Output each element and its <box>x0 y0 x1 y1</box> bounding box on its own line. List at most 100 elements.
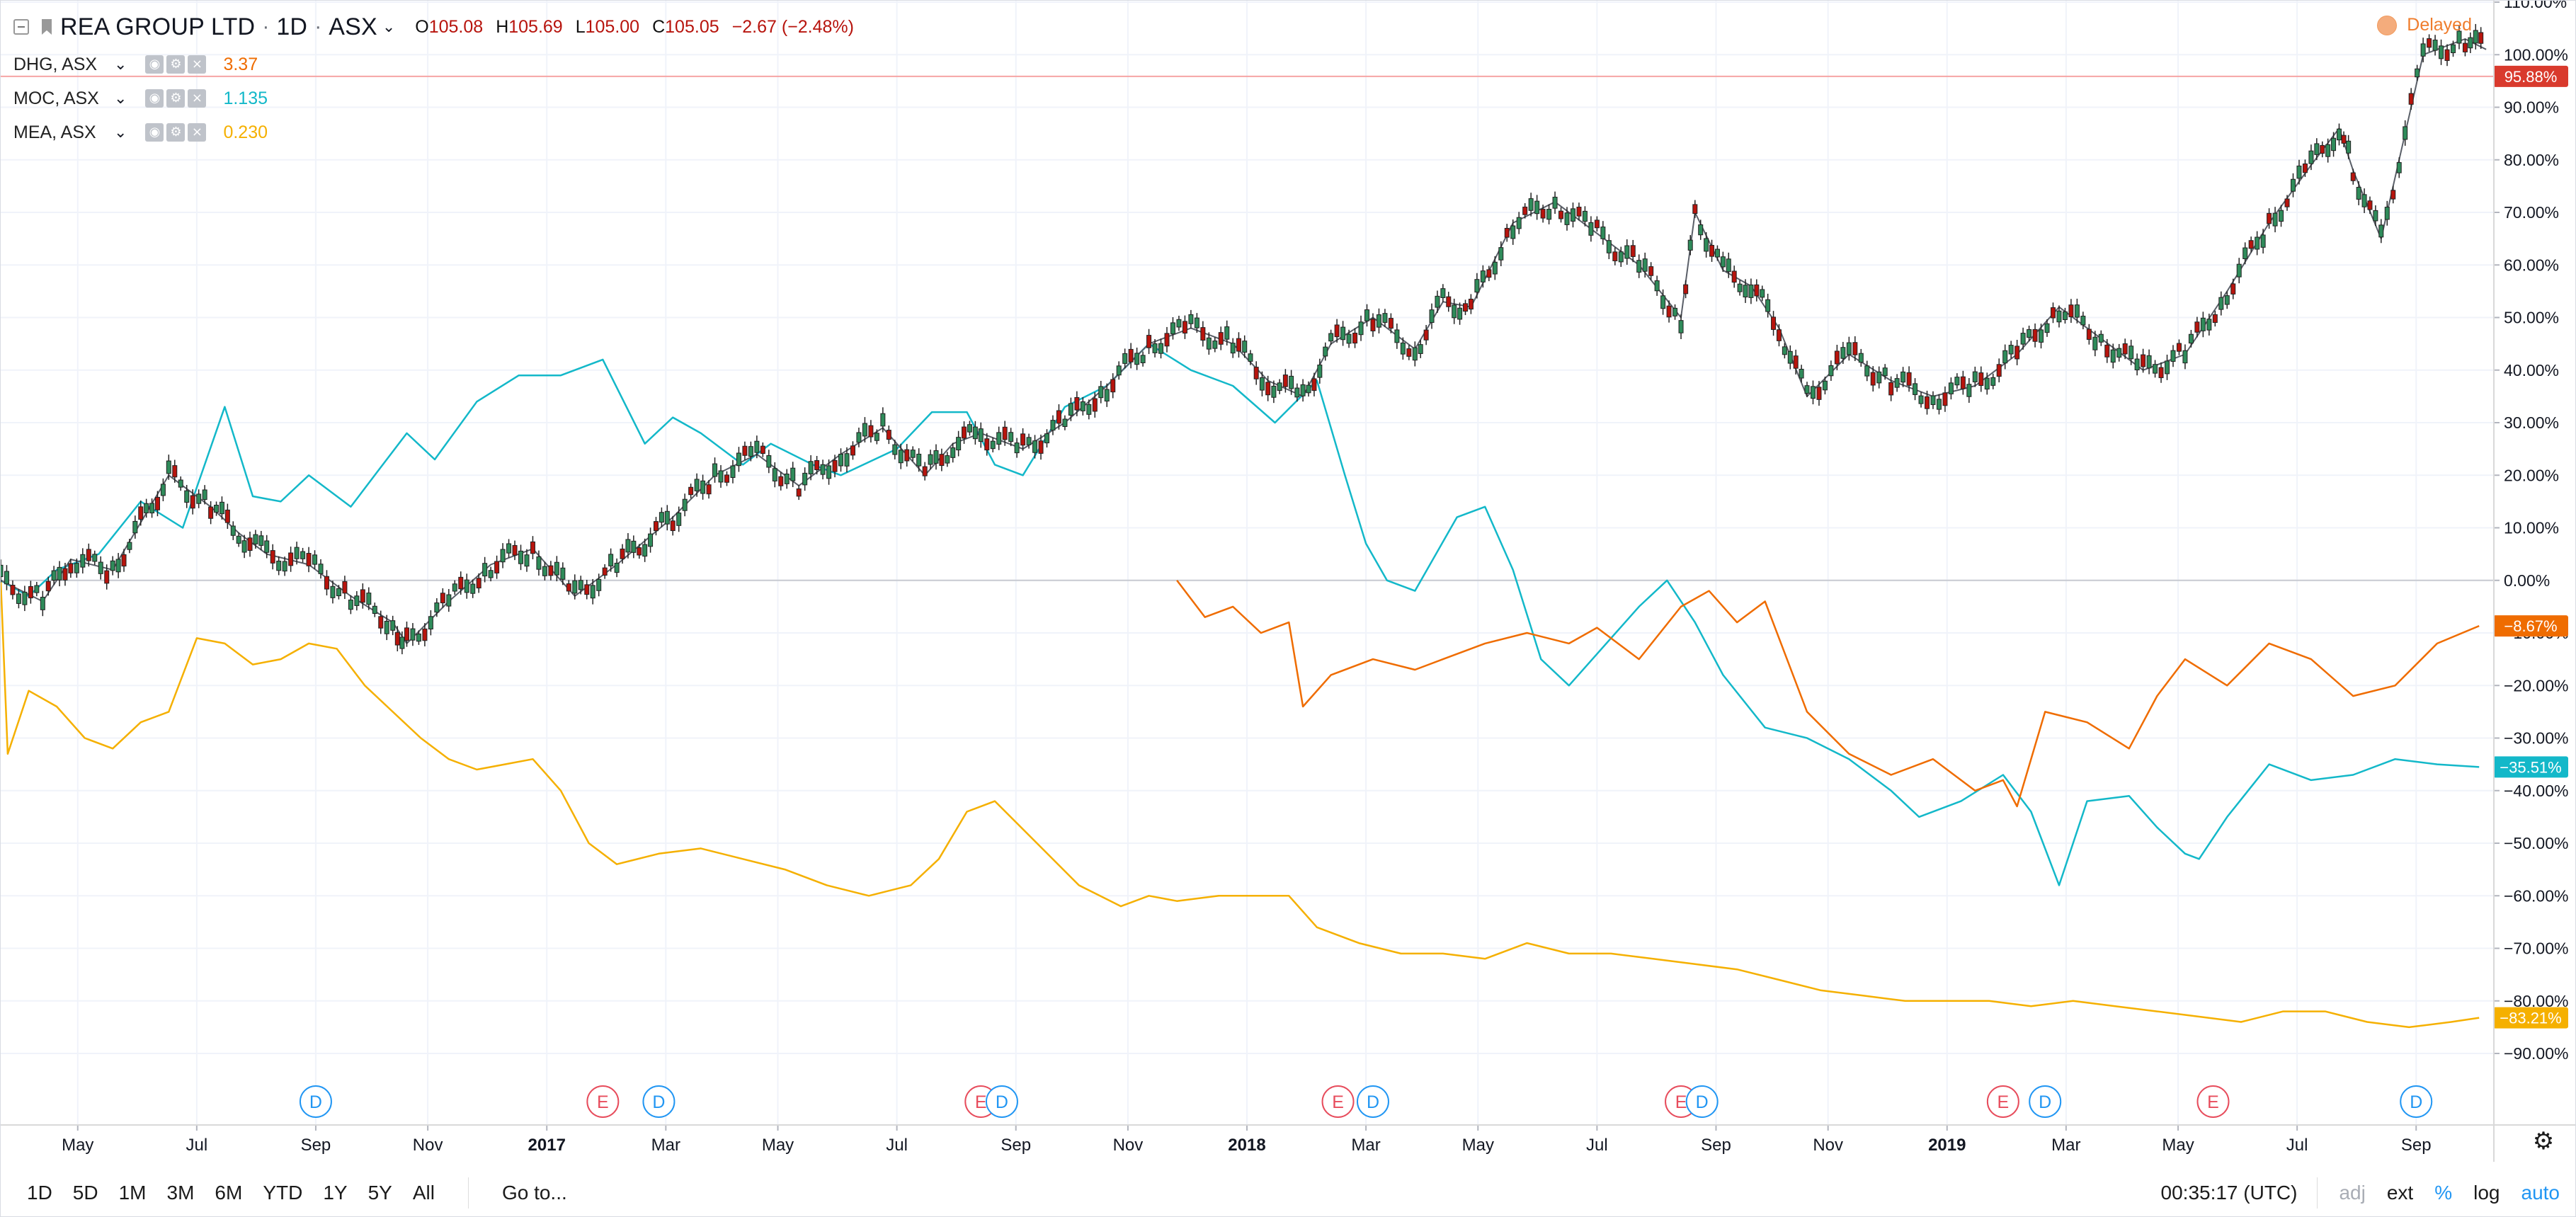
rea-candle-body <box>2432 40 2438 51</box>
y-axis-label: −80.00% <box>2504 992 2568 1010</box>
compare-symbol-label[interactable]: DHG, ASX <box>13 55 98 74</box>
range-button-5y[interactable]: 5Y <box>367 1182 392 1204</box>
x-axis-label: Mar <box>1351 1136 1380 1155</box>
chevron-down-icon[interactable]: ⌄ <box>114 89 127 107</box>
rea-candle-body <box>1624 245 1630 259</box>
rea-candle-body <box>1423 329 1429 341</box>
range-button-1m[interactable]: 1M <box>118 1182 147 1204</box>
range-button-6m[interactable]: 6M <box>215 1182 243 1204</box>
exchange-label[interactable]: ASX <box>329 13 377 40</box>
rea-candle-body <box>1804 385 1810 394</box>
y-axis-label: −90.00% <box>2504 1044 2568 1063</box>
rea-candle-body <box>1110 379 1116 393</box>
rea-candle-body <box>620 548 625 559</box>
rea-candle-body <box>1954 377 1960 386</box>
rea-candle-body <box>2320 144 2325 154</box>
compare-value: 3.37 <box>223 55 258 74</box>
y-axis-label: −50.00% <box>2504 834 2568 852</box>
ext-toggle[interactable]: ext <box>2386 1182 2414 1204</box>
rea-candle-body <box>1558 210 1564 219</box>
compare-symbol-label[interactable]: MEA, ASX <box>13 122 96 142</box>
log-scale-toggle[interactable]: log <box>2473 1182 2500 1204</box>
close-icon[interactable]: × <box>188 123 207 142</box>
go-to-button[interactable]: Go to... <box>501 1182 567 1204</box>
gear-icon[interactable]: ⚙ <box>166 123 186 142</box>
range-button-1y[interactable]: 1Y <box>323 1182 348 1204</box>
eye-icon[interactable]: ◉ <box>145 89 164 108</box>
y-axis-label: −30.00% <box>2504 729 2568 748</box>
rea-candle-body <box>360 589 365 603</box>
range-button-all[interactable]: All <box>412 1182 435 1204</box>
rea-candle-body <box>2248 240 2254 249</box>
x-axis-label: 2017 <box>528 1136 566 1155</box>
rea-candle-body <box>990 440 996 450</box>
rea-candle-body <box>1576 206 1582 217</box>
collapse-legend-icon[interactable] <box>13 19 29 35</box>
rea-candle-body <box>342 581 348 594</box>
range-button-3m[interactable]: 3M <box>166 1182 195 1204</box>
rea-candle-body <box>264 540 270 553</box>
rea-candle-body <box>1446 296 1452 307</box>
rea-candle-body <box>399 636 405 649</box>
rea-candle-body <box>1271 385 1277 398</box>
rea-candle-body <box>760 445 765 455</box>
settings-gear-icon[interactable]: ⚙ <box>2532 1128 2555 1155</box>
rea-candle-body <box>2032 328 2038 342</box>
rea-candle-body <box>166 460 171 474</box>
eye-icon[interactable]: ◉ <box>145 55 164 74</box>
rea-candle-body <box>1600 227 1606 239</box>
gear-icon[interactable]: ⚙ <box>166 89 186 108</box>
rea-candle-body <box>160 484 166 496</box>
rea-candle-body <box>754 440 760 453</box>
y-axis-label: 90.00% <box>2504 98 2559 117</box>
close-icon[interactable]: × <box>188 55 207 74</box>
rea-candle-body <box>2336 128 2342 141</box>
range-button-ytd[interactable]: YTD <box>263 1182 303 1204</box>
rea-candle-body <box>2255 236 2260 250</box>
rea-candle-body <box>542 566 547 576</box>
rea-candle-body <box>1300 384 1306 396</box>
y-axis-label: 60.00% <box>2504 256 2559 274</box>
adj-toggle[interactable]: adj <box>2339 1182 2366 1204</box>
rea-candle-body <box>440 593 445 604</box>
rea-candle-body <box>446 594 452 607</box>
time-display[interactable]: 00:35:17 (UTC) <box>2160 1182 2298 1204</box>
symbol-title[interactable]: REA GROUP LTD <box>60 13 256 40</box>
range-button-1d[interactable]: 1D <box>27 1182 52 1204</box>
delayed-indicator[interactable]: Delayed <box>2377 15 2472 35</box>
rea-candle-body <box>336 588 341 597</box>
eye-icon[interactable]: ◉ <box>145 123 164 142</box>
rea-candle-body <box>208 506 214 519</box>
y-axis-label: 40.00% <box>2504 361 2559 379</box>
event-marker-label: E <box>1675 1092 1687 1112</box>
rea-candle-body <box>808 461 814 474</box>
range-button-5d[interactable]: 5D <box>72 1182 98 1204</box>
interval-label[interactable]: 1D <box>276 13 308 40</box>
rea-candle-body <box>1328 333 1334 342</box>
event-marker-label: D <box>1696 1092 1709 1112</box>
rea-candle-body <box>2331 137 2337 152</box>
compare-row-dhg[interactable]: DHG, ASX ⌄ ◉ ⚙ × 3.37 <box>13 52 258 76</box>
compare-symbol-label[interactable]: MOC, ASX <box>13 88 99 108</box>
chevron-down-icon[interactable]: ⌄ <box>114 123 127 141</box>
rea-candle-body <box>1388 318 1394 329</box>
compare-row-moc[interactable]: MOC, ASX ⌄ ◉ ⚙ × 1.135 <box>13 86 268 110</box>
ohlc-values: O105.08 H105.69 L105.00 C105.05 −2.67 (−… <box>415 15 854 39</box>
gear-icon[interactable]: ⚙ <box>166 55 186 74</box>
rea-candle-body <box>2260 234 2266 248</box>
rea-candle-body <box>2086 328 2092 340</box>
percent-scale-toggle[interactable]: % <box>2434 1182 2453 1204</box>
rea-candle-body <box>1340 326 1346 341</box>
chevron-down-icon[interactable]: ⌄ <box>114 55 127 73</box>
compare-row-mea[interactable]: MEA, ASX ⌄ ◉ ⚙ × 0.230 <box>13 120 268 144</box>
rea-candle-body <box>922 466 928 476</box>
rea-candle-body <box>2279 210 2284 222</box>
auto-scale-toggle[interactable]: auto <box>2521 1182 2560 1204</box>
rea-candle-body <box>730 465 736 478</box>
x-axis-label: Sep <box>1001 1136 1031 1155</box>
close-icon[interactable]: × <box>188 89 207 108</box>
chevron-down-icon[interactable]: ⌄ <box>382 18 396 35</box>
rea-candle-body <box>1128 348 1134 362</box>
rea-candle-body <box>1552 196 1558 209</box>
